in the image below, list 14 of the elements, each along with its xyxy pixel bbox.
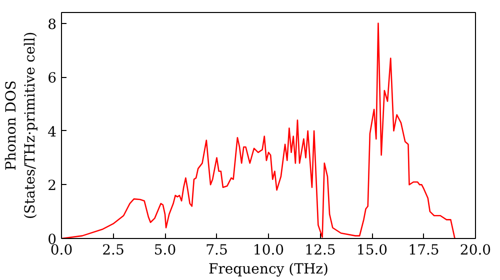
x-tick-label: 17.5 — [408, 242, 440, 258]
y-tick-label: 8 — [48, 16, 57, 33]
x-tick-label: 7.5 — [206, 242, 228, 258]
y-axis-title: Phonon DOS (States/THz·primitive cell) — [3, 32, 39, 220]
y-tick-label: 4 — [48, 124, 57, 140]
x-axis-title: Frequency (THz) — [208, 262, 329, 278]
x-tick-label: 10.0 — [252, 242, 284, 258]
x-tick-label: 15.0 — [356, 242, 388, 258]
x-tick-label: 2.5 — [102, 242, 124, 258]
y-tick-label: 2 — [48, 178, 57, 194]
y-tick-label: 6 — [48, 70, 57, 87]
x-tick-label: 5.0 — [154, 242, 176, 258]
x-tick-label: 12.5 — [304, 242, 336, 258]
x-tick-label: 20.0 — [460, 242, 492, 258]
